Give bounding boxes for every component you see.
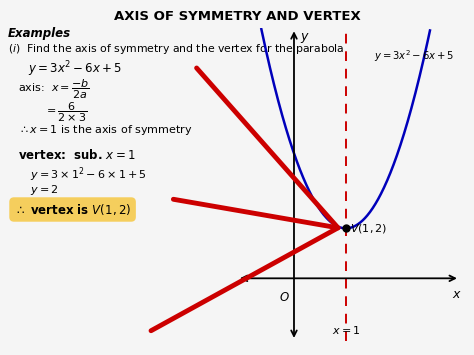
Text: $(i)$  Find the axis of symmetry and the vertex for the parabola: $(i)$ Find the axis of symmetry and the … <box>8 42 344 56</box>
Text: $y=2$: $y=2$ <box>30 183 58 197</box>
Text: vertex:  sub. $x=1$: vertex: sub. $x=1$ <box>18 148 136 162</box>
Text: $y$: $y$ <box>300 31 310 45</box>
Text: $x=1$: $x=1$ <box>331 324 360 336</box>
Text: $\therefore$ vertex is $V(1,2)$: $\therefore$ vertex is $V(1,2)$ <box>14 202 131 217</box>
Text: $y=3\times1^2-6\times1+5$: $y=3\times1^2-6\times1+5$ <box>30 165 147 184</box>
Text: $x$: $x$ <box>452 288 462 301</box>
Text: Examples: Examples <box>8 27 71 40</box>
Text: $y=3x^2-6x+5$: $y=3x^2-6x+5$ <box>28 59 122 78</box>
Text: $O$: $O$ <box>279 291 290 304</box>
Text: $=\dfrac{6}{2\times3}$: $=\dfrac{6}{2\times3}$ <box>44 101 88 125</box>
Text: $V(1,2)$: $V(1,2)$ <box>350 222 387 235</box>
Text: $\therefore x=1$ is the axis of symmetry: $\therefore x=1$ is the axis of symmetry <box>18 123 192 137</box>
Text: axis:  $x=\dfrac{-b}{2a}$: axis: $x=\dfrac{-b}{2a}$ <box>18 78 90 102</box>
Text: $y=3x^2-6x+5$: $y=3x^2-6x+5$ <box>374 48 455 64</box>
Text: AXIS OF SYMMETRY AND VERTEX: AXIS OF SYMMETRY AND VERTEX <box>114 10 360 23</box>
